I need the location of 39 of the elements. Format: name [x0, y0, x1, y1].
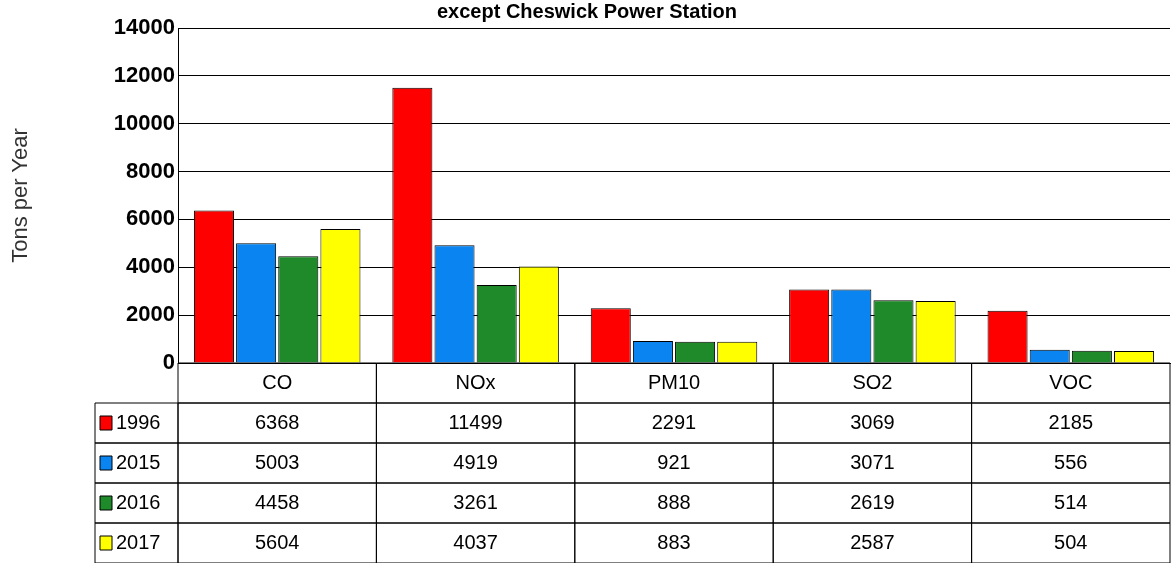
data-label: 514 — [1054, 490, 1088, 513]
data-label: 2619 — [850, 490, 895, 513]
y-tick-label: 6000 — [126, 205, 175, 231]
data-label: 4037 — [453, 530, 498, 553]
data-label: 11499 — [448, 410, 503, 433]
legend-label: 2016 — [116, 490, 161, 513]
data-label: 2291 — [651, 410, 697, 433]
legend-label: 2017 — [116, 530, 161, 553]
data-label: 5003 — [254, 450, 300, 473]
x-tick-label: PM10 — [647, 370, 701, 393]
y-tick-label: 10000 — [113, 109, 175, 135]
x-tick-label: NOx — [455, 370, 496, 393]
y-tick-label: 8000 — [126, 157, 175, 183]
data-label: 2587 — [850, 530, 895, 553]
data-label: 2185 — [1048, 410, 1094, 433]
data-label: 504 — [1054, 530, 1088, 553]
y-tick-label: 14000 — [113, 14, 175, 40]
data-label: 3069 — [850, 410, 895, 433]
legend-label: 2015 — [116, 450, 161, 473]
data-label: 4919 — [453, 450, 498, 473]
x-tick-label: VOC — [1049, 370, 1093, 393]
data-label: 4458 — [254, 490, 300, 513]
y-tick-label: 4000 — [126, 253, 175, 279]
x-tick-label: CO — [262, 370, 293, 393]
data-label: 5604 — [254, 530, 300, 553]
data-label: 3261 — [453, 490, 498, 513]
data-label: 921 — [657, 450, 691, 473]
legend-label: 1996 — [116, 410, 161, 433]
y-tick-label: 0 — [162, 349, 175, 375]
y-tick-label: 12000 — [113, 61, 175, 87]
y-tick-label: 2000 — [126, 301, 175, 327]
data-label: 888 — [657, 490, 691, 513]
x-tick-label: SO2 — [852, 370, 893, 393]
data-label: 3071 — [850, 450, 895, 473]
data-label: 556 — [1054, 450, 1088, 473]
y-axis-title: Tons per Year — [7, 128, 33, 263]
data-label: 6368 — [254, 410, 300, 433]
chart-title: except Cheswick Power Station — [436, 0, 738, 22]
data-label: 883 — [657, 530, 691, 553]
